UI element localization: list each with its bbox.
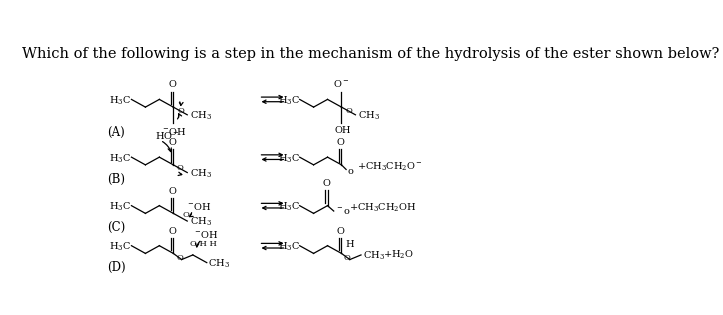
Text: o: o (348, 167, 354, 175)
Text: H: H (346, 240, 354, 249)
Text: $\mathregular{CH_3}$: $\mathregular{CH_3}$ (189, 215, 212, 228)
Text: $\mathregular{+ CH_3CH_2O^-}$: $\mathregular{+ CH_3CH_2O^-}$ (357, 161, 423, 174)
Text: $\mathregular{H_3C}$: $\mathregular{H_3C}$ (108, 201, 131, 214)
Text: $\mathregular{H_3C}$: $\mathregular{H_3C}$ (278, 152, 299, 165)
Text: $\mathregular{+ CH_3CH_2OH}$: $\mathregular{+ CH_3CH_2OH}$ (349, 202, 416, 214)
Text: O: O (178, 107, 184, 115)
Text: Which of the following is a step in the mechanism of the hydrolysis of the ester: Which of the following is a step in the … (22, 47, 719, 61)
Text: $\mathregular{CH_3}$: $\mathregular{CH_3}$ (358, 109, 380, 122)
Text: O: O (337, 227, 345, 236)
Text: OH: OH (334, 126, 351, 135)
Text: O: O (176, 254, 183, 262)
Text: O: O (168, 80, 176, 89)
Text: (C): (C) (108, 221, 126, 234)
Text: $\mathregular{H_3C}$: $\mathregular{H_3C}$ (278, 241, 299, 254)
Text: $\mathregular{H_3C}$: $\mathregular{H_3C}$ (108, 152, 131, 165)
Text: $\mathregular{H_3C}$: $\mathregular{H_3C}$ (108, 241, 131, 254)
Text: $\mathregular{O^-}$: $\mathregular{O^-}$ (333, 78, 350, 89)
Text: O: O (346, 107, 353, 115)
Text: $\mathregular{+ H_2O}$: $\mathregular{+ H_2O}$ (382, 249, 414, 261)
Text: O: O (168, 227, 176, 236)
Text: O: O (322, 179, 330, 188)
Text: $\mathregular{CH_3}$: $\mathregular{CH_3}$ (189, 167, 212, 180)
Text: O: O (168, 187, 176, 196)
Text: O: O (182, 210, 189, 219)
Text: O: O (344, 254, 351, 262)
Text: O H H: O H H (189, 240, 217, 248)
Text: (B): (B) (108, 173, 125, 186)
Text: $\mathregular{CH_3}$: $\mathregular{CH_3}$ (362, 249, 385, 262)
Text: $\mathregular{H_3C}$: $\mathregular{H_3C}$ (278, 95, 299, 107)
Text: $\mathregular{H_3C}$: $\mathregular{H_3C}$ (278, 201, 299, 214)
Text: O: O (337, 138, 345, 147)
Text: $\mathregular{CH_3}$: $\mathregular{CH_3}$ (208, 257, 230, 270)
Text: $\mathregular{HO^-}$: $\mathregular{HO^-}$ (155, 130, 179, 141)
Text: $\mathregular{CH_3}$: $\mathregular{CH_3}$ (189, 109, 212, 122)
Text: $\mathregular{H_3C}$: $\mathregular{H_3C}$ (108, 95, 131, 107)
Text: $\mathregular{^{-}OH}$: $\mathregular{^{-}OH}$ (187, 201, 211, 212)
Text: O: O (177, 164, 184, 172)
Text: $\mathregular{^-o}$: $\mathregular{^-o}$ (335, 207, 351, 217)
Text: (A): (A) (108, 126, 125, 139)
Text: $\mathregular{^{-}OH}$: $\mathregular{^{-}OH}$ (194, 229, 218, 240)
Text: O: O (168, 138, 176, 147)
Text: $\mathregular{^{-}OH}$: $\mathregular{^{-}OH}$ (162, 126, 186, 137)
Text: (D): (D) (108, 261, 126, 274)
